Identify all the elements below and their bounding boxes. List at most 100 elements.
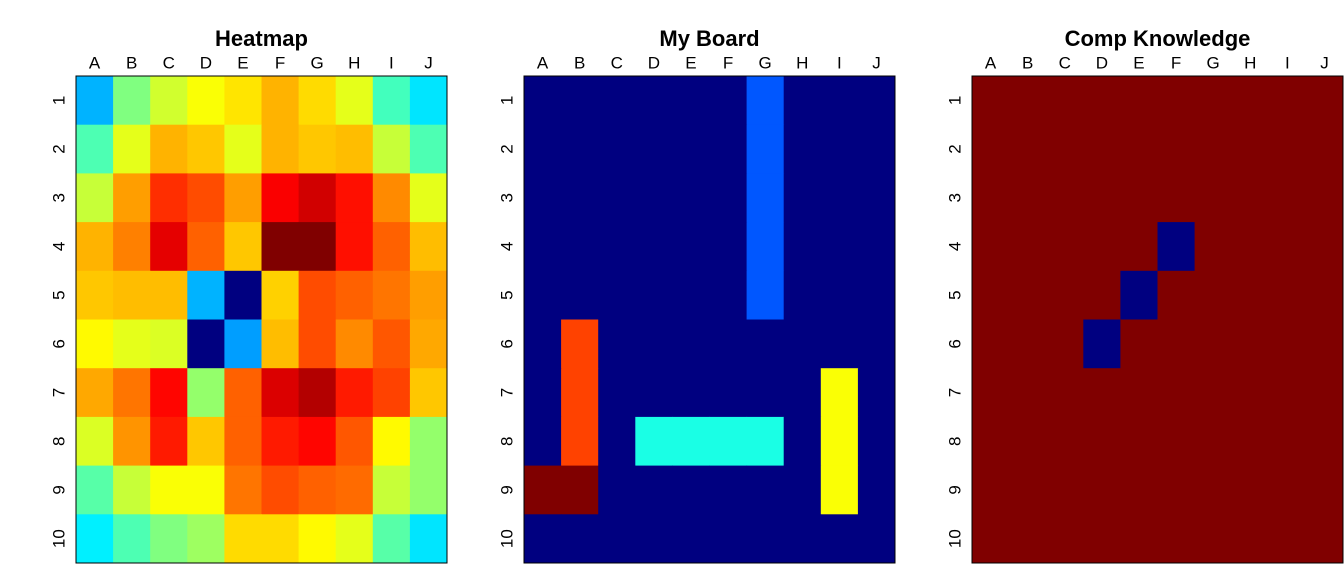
cell (1083, 319, 1121, 369)
cell (672, 222, 710, 272)
cell (113, 319, 151, 369)
y-tick-label: 10 (945, 529, 964, 548)
cell (857, 173, 896, 223)
cell (76, 173, 114, 223)
cell (972, 270, 1010, 320)
cell (1231, 514, 1270, 564)
cell (1046, 465, 1084, 515)
cell (1268, 270, 1307, 320)
cell (224, 173, 262, 223)
cell (1268, 319, 1307, 369)
cell (561, 416, 599, 467)
cell (372, 465, 411, 515)
cell (261, 270, 300, 320)
y-tick-label: 8 (49, 437, 68, 446)
cell (561, 124, 599, 174)
cell (561, 465, 599, 515)
cell (1083, 465, 1121, 515)
cell (746, 319, 785, 369)
cell (1305, 173, 1344, 223)
plot-frame (523, 75, 896, 564)
y-tick-label: 7 (497, 388, 516, 397)
x-tick-label: H (1244, 53, 1256, 72)
cell (1083, 124, 1121, 174)
cell (857, 319, 896, 369)
cell (1046, 76, 1084, 126)
cell (746, 514, 785, 564)
cell (1194, 124, 1233, 174)
chart-title: My Board (659, 26, 759, 51)
cell (298, 270, 337, 320)
cell (409, 222, 448, 272)
x-tick-label: B (126, 53, 137, 72)
cell (335, 368, 374, 418)
cell (76, 270, 114, 320)
cell (1120, 270, 1158, 320)
cell (783, 76, 822, 126)
cell (372, 124, 411, 174)
x-tick-label: A (985, 53, 997, 72)
cell (857, 76, 896, 126)
cell (857, 222, 896, 272)
cell (76, 76, 114, 126)
cell (746, 124, 785, 174)
cell (1009, 270, 1047, 320)
cell (783, 416, 822, 467)
y-tick-label: 4 (49, 242, 68, 251)
cell (972, 368, 1010, 418)
cell (972, 173, 1010, 223)
cell (709, 124, 748, 174)
cell (1231, 368, 1270, 418)
cell (857, 465, 896, 515)
y-tick-label: 6 (497, 339, 516, 348)
y-tick-label: 5 (945, 290, 964, 299)
cell (746, 465, 785, 515)
cell (261, 173, 300, 223)
cell (224, 416, 262, 467)
cell (187, 416, 225, 467)
cell (524, 465, 562, 515)
cell (820, 465, 859, 515)
cell (635, 465, 673, 515)
cell (187, 368, 225, 418)
cell (261, 319, 300, 369)
cell (1231, 270, 1270, 320)
cell (372, 270, 411, 320)
cell (409, 416, 448, 467)
cell (1268, 173, 1307, 223)
cell (187, 270, 225, 320)
cell (1083, 416, 1121, 467)
x-tick-label: G (1207, 53, 1220, 72)
cell (524, 270, 562, 320)
cell (524, 368, 562, 418)
cell (972, 222, 1010, 272)
cell (783, 173, 822, 223)
cell (335, 416, 374, 467)
cell (598, 173, 636, 223)
cell (150, 514, 188, 564)
cell (113, 416, 151, 467)
cell (524, 173, 562, 223)
cell (635, 124, 673, 174)
y-tick-label: 8 (497, 437, 516, 446)
cell (1046, 124, 1084, 174)
cell (820, 76, 859, 126)
cell (635, 270, 673, 320)
cell (187, 319, 225, 369)
cell (335, 319, 374, 369)
cell (1305, 465, 1344, 515)
cell (372, 222, 411, 272)
x-tick-label: J (424, 53, 433, 72)
cell (261, 76, 300, 126)
cell (972, 124, 1010, 174)
cell (335, 124, 374, 174)
cell (1231, 319, 1270, 369)
cell (783, 124, 822, 174)
cell (820, 270, 859, 320)
cell (1083, 76, 1121, 126)
cell (261, 368, 300, 418)
cell (76, 222, 114, 272)
cell (335, 173, 374, 223)
